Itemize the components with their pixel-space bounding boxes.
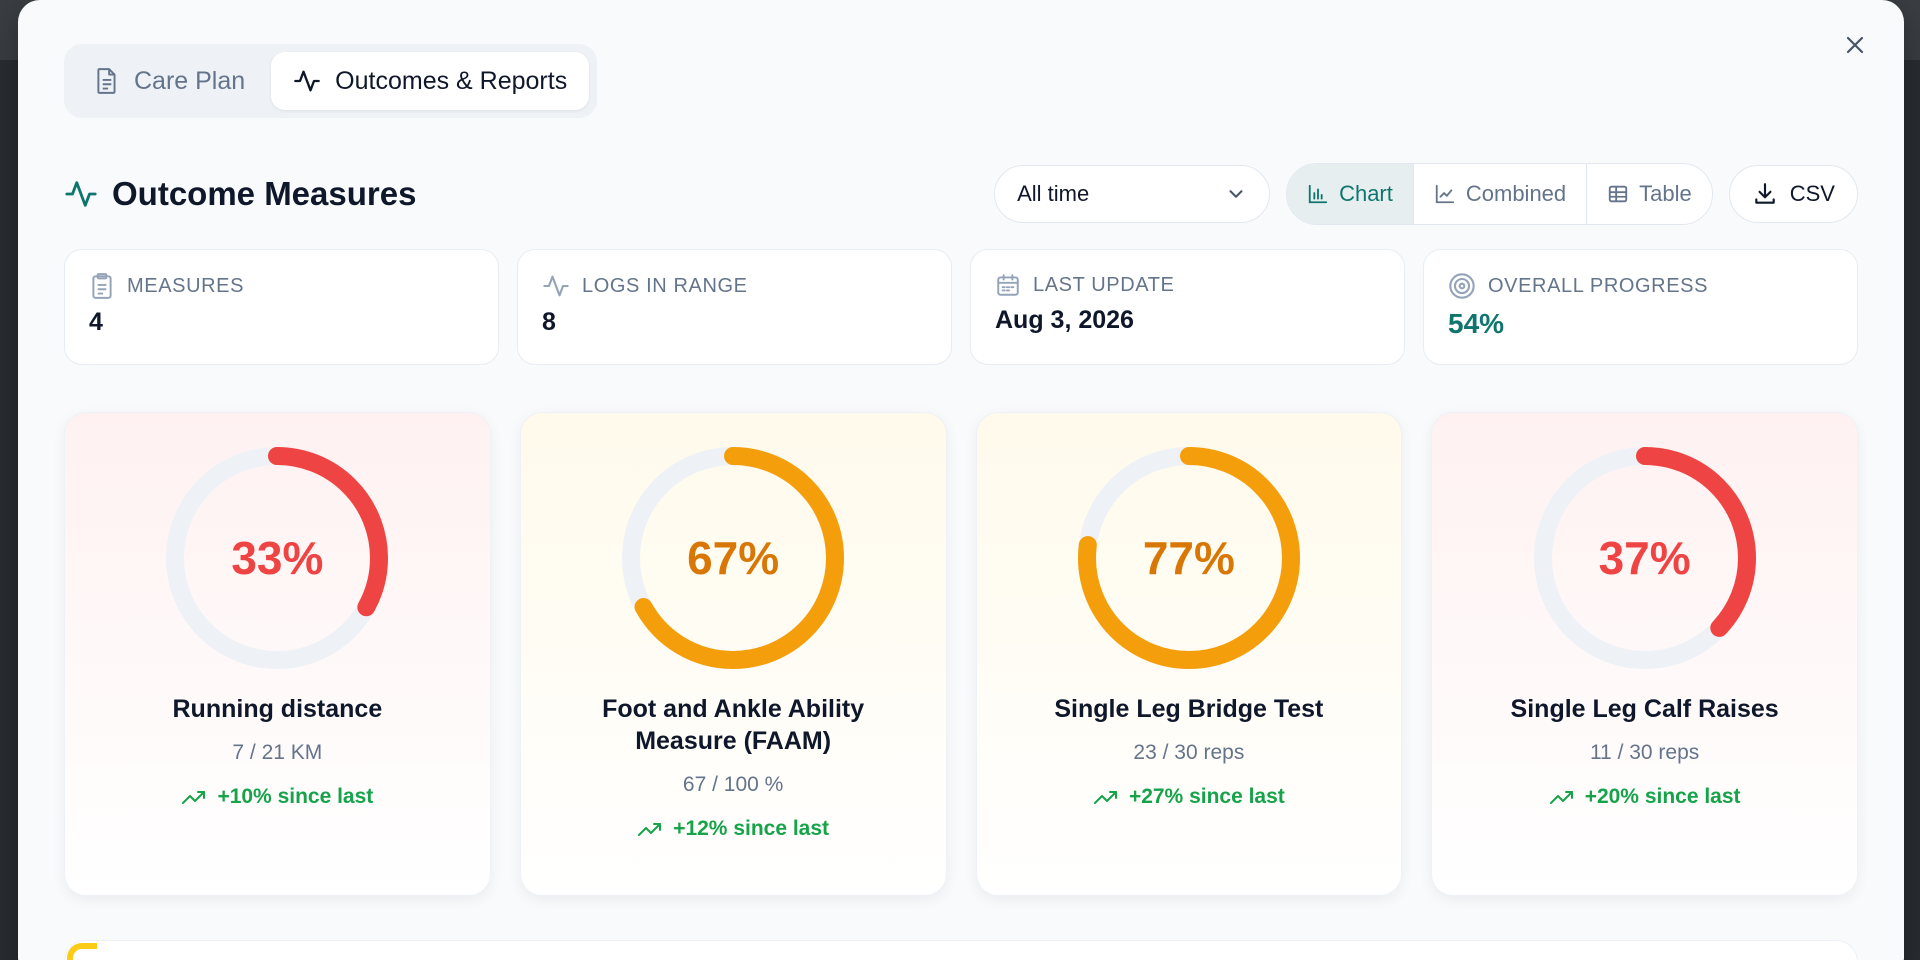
trending-up-icon bbox=[1093, 791, 1117, 804]
csv-label: CSV bbox=[1789, 181, 1835, 206]
stat-label: LOGS IN RANGE bbox=[582, 274, 748, 297]
progress-ring: 37% bbox=[1532, 445, 1758, 671]
measure-card-single-leg-calf-raises[interactable]: 37% Single Leg Calf Raises 11 / 30 reps … bbox=[1431, 412, 1858, 896]
measure-card-running-distance[interactable]: 33% Running distance 7 / 21 KM +10% sinc… bbox=[64, 412, 491, 896]
measure-title: Running distance bbox=[172, 695, 383, 723]
measure-delta: +27% since last bbox=[1093, 785, 1285, 809]
target-icon bbox=[1448, 272, 1476, 300]
progress-percent: 77% bbox=[1142, 532, 1235, 584]
measure-detail: 67 / 100 % bbox=[682, 773, 784, 796]
delta-text: +10% since last bbox=[217, 785, 374, 808]
backdrop-left bbox=[0, 60, 18, 960]
download-icon bbox=[1755, 183, 1775, 204]
measure-delta: +20% since last bbox=[1549, 785, 1741, 809]
measure-delta: +12% since last bbox=[637, 817, 829, 841]
stat-label: OVERALL PROGRESS bbox=[1488, 274, 1709, 297]
view-toggle: Chart Combined Table bbox=[1286, 163, 1713, 225]
clipboard-icon bbox=[89, 272, 115, 300]
stat-overall-progress: OVERALL PROGRESS 54% bbox=[1423, 249, 1858, 365]
date-range-value: All time bbox=[1017, 181, 1090, 206]
measure-card-single-leg-bridge[interactable]: 77% Single Leg Bridge Test 23 / 30 reps … bbox=[975, 412, 1403, 896]
delta-text: +27% since last bbox=[1128, 785, 1285, 808]
section-title-text: Outcome Measures bbox=[112, 175, 417, 212]
delta-text: +20% since last bbox=[1584, 785, 1741, 808]
close-button[interactable] bbox=[1840, 30, 1870, 60]
measure-title: Single Leg Bridge Test bbox=[1054, 695, 1324, 723]
backdrop-right bbox=[1902, 60, 1920, 960]
view-label: Combined bbox=[1465, 181, 1567, 206]
progress-ring-arc bbox=[622, 447, 845, 669]
progress-percent: 37% bbox=[1598, 532, 1691, 584]
progress-percent: 67% bbox=[687, 532, 780, 584]
next-section-card bbox=[64, 940, 1858, 960]
page-title: Outcome Measures bbox=[64, 175, 416, 213]
stat-label: LAST UPDATE bbox=[1033, 273, 1175, 296]
stat-value: 54% bbox=[1448, 308, 1505, 339]
measure-detail: 23 / 30 reps bbox=[1133, 741, 1245, 764]
progress-percent: 33% bbox=[231, 532, 324, 584]
progress-ring: 77% bbox=[1076, 445, 1302, 671]
measure-title: Single Leg Calf Raises bbox=[1510, 695, 1779, 723]
activity-icon bbox=[64, 177, 98, 211]
view-chart-button[interactable]: Chart bbox=[1287, 164, 1414, 224]
measure-delta: +10% since last bbox=[181, 785, 373, 809]
stat-value: 8 bbox=[542, 308, 556, 336]
measure-detail: 7 / 21 KM bbox=[232, 741, 323, 764]
header-controls: All time Chart Combined Table bbox=[994, 163, 1858, 225]
progress-ring-arc bbox=[1077, 447, 1300, 669]
activity-icon bbox=[542, 272, 570, 300]
measure-card-faam[interactable]: 67% Foot and Ankle Ability Measure (FAAM… bbox=[519, 412, 947, 896]
calendar-icon bbox=[995, 272, 1021, 298]
export-csv-button[interactable]: CSV bbox=[1728, 165, 1858, 223]
progress-ring: 67% bbox=[620, 445, 846, 671]
decorative-accent bbox=[67, 943, 97, 960]
activity-icon bbox=[294, 70, 321, 92]
line-chart-icon bbox=[1435, 184, 1455, 204]
tab-care-plan[interactable]: Care Plan bbox=[72, 52, 267, 110]
stat-measures: MEASURES 4 bbox=[64, 249, 499, 365]
tab-label: Outcomes & Reports bbox=[335, 66, 568, 95]
progress-ring: 33% bbox=[164, 445, 390, 671]
date-range-select[interactable]: All time bbox=[994, 165, 1271, 223]
close-icon bbox=[1846, 36, 1864, 54]
stat-value: Aug 3, 2026 bbox=[995, 306, 1134, 334]
tab-outcomes-reports[interactable]: Outcomes & Reports bbox=[271, 52, 590, 110]
stat-label: MEASURES bbox=[127, 274, 245, 297]
measure-detail: 11 / 30 reps bbox=[1589, 741, 1700, 764]
delta-text: +12% since last bbox=[673, 817, 830, 840]
stat-logs-in-range: LOGS IN RANGE 8 bbox=[517, 249, 952, 365]
progress-ring-arc bbox=[1533, 447, 1756, 669]
view-label: Table bbox=[1639, 181, 1692, 206]
stat-last-update: LAST UPDATE Aug 3, 2026 bbox=[970, 249, 1405, 365]
progress-ring-arc bbox=[166, 447, 389, 669]
tab-bar: Care Plan Outcomes & Reports bbox=[64, 44, 598, 118]
section-header: Outcome Measures All time Chart Combined bbox=[64, 163, 1858, 225]
document-icon bbox=[97, 68, 116, 94]
chevron-down-icon bbox=[1225, 183, 1247, 205]
trending-up-icon bbox=[1549, 791, 1573, 804]
table-icon bbox=[1608, 185, 1628, 203]
view-label: Chart bbox=[1339, 181, 1393, 206]
view-table-button[interactable]: Table bbox=[1587, 164, 1712, 224]
trending-up-icon bbox=[182, 791, 206, 804]
outcomes-modal: Care Plan Outcomes & Reports Outcome Mea… bbox=[18, 0, 1904, 960]
measure-title: Foot and Ankle Ability Measure (FAAM) bbox=[602, 695, 865, 755]
summary-stats: MEASURES 4 LOGS IN RANGE 8 LAST UPDATE A… bbox=[64, 249, 1858, 365]
stat-value: 4 bbox=[89, 308, 103, 336]
trending-up-icon bbox=[638, 823, 662, 836]
bar-chart-icon bbox=[1308, 184, 1328, 204]
view-combined-button[interactable]: Combined bbox=[1414, 164, 1588, 224]
measure-cards: 33% Running distance 7 / 21 KM +10% sinc… bbox=[64, 412, 1858, 896]
tab-label: Care Plan bbox=[134, 66, 246, 95]
